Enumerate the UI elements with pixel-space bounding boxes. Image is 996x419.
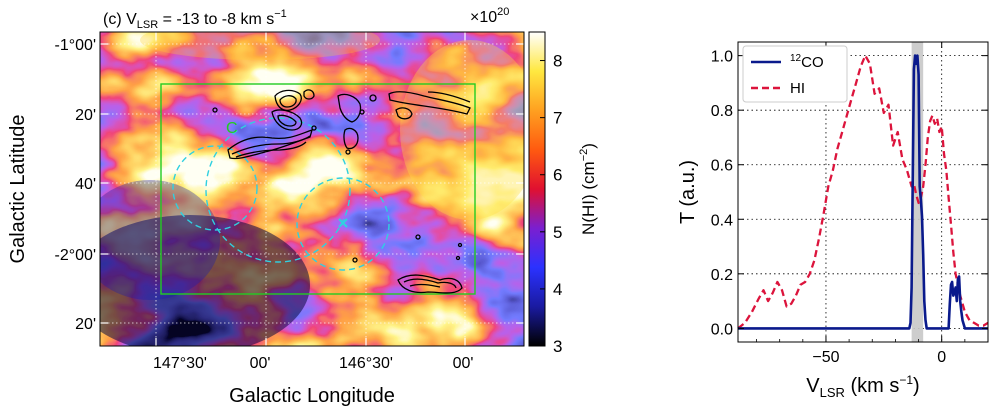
map-ytick-0: -1°00' <box>55 37 96 54</box>
map-ylabel: Galactic Latitude <box>7 115 29 264</box>
legend-co-label: 12CO <box>790 53 824 71</box>
map-xtick-3: 00' <box>453 355 474 372</box>
colorbar-multiplier: ×1020 <box>470 6 509 26</box>
colorbar-ticks: 3 4 5 6 7 8 <box>540 52 562 356</box>
colorbar-tick-label: 7 <box>553 109 562 128</box>
y-tick-label: 0.8 <box>711 103 733 120</box>
y-tick-label: 0.4 <box>711 212 733 229</box>
colorbar-tick-label: 8 <box>553 52 562 71</box>
y-tick-label: 0.0 <box>711 321 733 338</box>
spectrum-xlabel: VLSR (km s−1) <box>806 373 919 400</box>
x-tick-label: 0 <box>937 349 946 366</box>
colorbar-tick-label: 5 <box>553 223 562 242</box>
colorbar-tick-label: 6 <box>553 166 562 185</box>
spectrum-frame <box>737 41 989 343</box>
velocity-band <box>911 42 924 342</box>
spectrum-ticks: −50 0 0.0 0.2 0.4 0.6 0.8 1.0 <box>711 42 989 366</box>
x-tick-label: −50 <box>812 349 839 366</box>
spectrum-panel: −50 0 0.0 0.2 0.4 0.6 0.8 1.0 VLSR (km s−1) T (… <box>677 41 989 400</box>
shell-circles <box>172 117 390 271</box>
column-density-map: C <box>100 32 524 346</box>
map-xtick-1: 00' <box>250 355 271 372</box>
map-ytick-4: 20' <box>75 316 96 333</box>
colorbar-label: N(HI) (cm−2) <box>578 143 598 235</box>
legend-hi-label: HI <box>790 80 805 97</box>
map-ytick-2: 40' <box>75 176 96 193</box>
colorbar-gradient <box>529 32 545 346</box>
series-line-hi <box>737 54 989 330</box>
colorbar-tick-label: 3 <box>553 337 562 356</box>
map-xlabel: Galactic Longitude <box>229 385 395 407</box>
map-xtick-0: 147°30' <box>153 355 207 372</box>
map-xtick-2: 146°30' <box>339 355 393 372</box>
marker-label-c: C <box>226 120 238 137</box>
colorbar-tick-label: 4 <box>553 280 562 299</box>
map-title: (c) VLSR = -13 to -8 km s−1 <box>103 8 287 31</box>
map-y-ticklabels: -1°00' 20' 40' -2°00' 20' <box>55 37 96 333</box>
map-ticks <box>100 32 524 346</box>
map-ytick-1: 20' <box>75 107 96 124</box>
map-ytick-3: -2°00' <box>55 247 96 264</box>
region-box <box>160 83 476 295</box>
y-tick-label: 0.6 <box>711 158 733 175</box>
y-tick-label: 1.0 <box>711 49 733 66</box>
legend: 12CO HI <box>742 45 848 103</box>
series-line-co <box>738 54 988 330</box>
map-panel: (c) VLSR = -13 to -8 km s−1 <box>7 8 525 407</box>
y-tick-label: 0.2 <box>711 267 733 284</box>
co-contours <box>212 89 471 294</box>
map-x-ticklabels: 147°30' 00' 146°30' 00' <box>153 355 473 372</box>
spectrum-ylabel: T (a.u.) <box>677 160 699 224</box>
colorbar: 3 4 5 6 7 8 ×1020 N(HI) (cm−2) <box>470 6 598 356</box>
cross-marker <box>338 218 348 228</box>
spectrum-series <box>737 54 989 330</box>
